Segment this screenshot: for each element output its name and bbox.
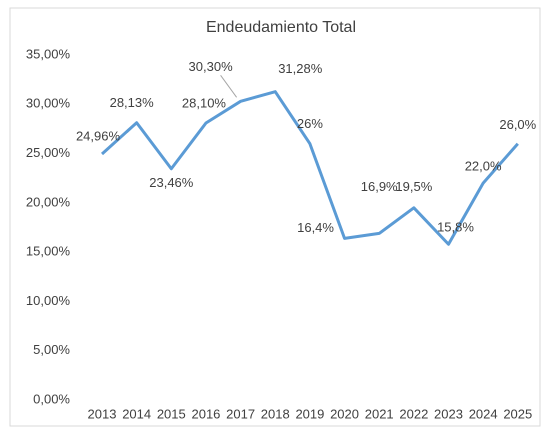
y-tick-label: 30,00%	[26, 96, 71, 111]
x-tick-label: 2019	[295, 406, 324, 421]
value-label: 31,28%	[278, 61, 323, 76]
chart-title: Endeudamiento Total	[206, 19, 356, 36]
x-tick-label: 2013	[88, 406, 117, 421]
x-tick-label: 2022	[399, 406, 428, 421]
chart-border	[9, 7, 541, 427]
value-label: 30,30%	[189, 59, 234, 74]
y-tick-label: 15,00%	[26, 244, 71, 259]
line	[100, 90, 519, 246]
x-tick-label: 2014	[122, 406, 151, 421]
x-tick-label: 2015	[157, 406, 186, 421]
y-tick-label: 25,00%	[26, 145, 71, 160]
value-label: 24,96%	[76, 128, 121, 143]
value-label: 26,0%	[499, 117, 536, 132]
value-label: 19,5%	[395, 179, 432, 194]
x-tick-label: 2025	[503, 406, 532, 421]
value-label: 15,8%	[437, 220, 474, 235]
value-label: 28,13%	[110, 95, 155, 110]
y-tick-label: 5,00%	[33, 342, 70, 357]
x-tick-label: 2020	[330, 406, 359, 421]
x-tick-label: 2016	[191, 406, 220, 421]
y-tick-label: 0,00%	[33, 391, 70, 406]
x-tick-label: 2017	[226, 406, 255, 421]
value-label: 26%	[297, 116, 323, 131]
value-label: 28,10%	[182, 95, 227, 110]
x-tick-label: 2024	[469, 406, 498, 421]
value-label: 16,9%	[361, 179, 398, 194]
y-tick-label: 20,00%	[26, 194, 71, 209]
x-tick-label: 2023	[434, 406, 463, 421]
y-tick-label: 10,00%	[26, 293, 71, 308]
value-label: 16,4%	[297, 220, 334, 235]
value-label: 23,46%	[149, 175, 194, 190]
leader-line	[220, 75, 238, 98]
y-tick-label: 35,00%	[26, 46, 71, 61]
x-tick-label: 2021	[365, 406, 394, 421]
value-label: 22,0%	[465, 159, 502, 174]
x-tick-label: 2018	[261, 406, 290, 421]
